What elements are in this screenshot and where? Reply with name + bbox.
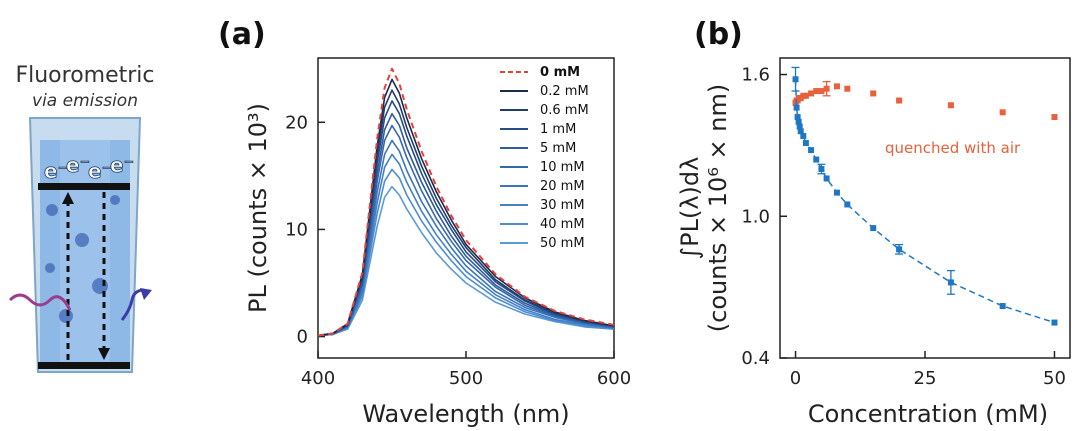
panel-b-series [791,66,1058,326]
panel-a: (a) 400 500 600 0 10 20 0 mM 0.2 mM 0.6 mM 1 mM 5… [218,17,631,428]
legend-label: 1 mM [540,122,576,137]
legend-label: 40 mM [540,217,585,232]
air-data-point [833,83,840,90]
data-point [833,189,840,196]
electron-label: e⁻ [44,159,68,183]
panel-b-ticks: 0 25 50 1.6 1.0 0.4 [741,65,1066,389]
x-tick-label: 500 [449,368,483,389]
panel-b-ylabel-bottom: (counts × 10⁶ × nm) [704,84,732,332]
panel-b: (b) 0 25 50 1.6 1.0 0.4 quenched with air Con… [676,17,1071,428]
panel-b-annotation: quenched with air [885,139,1021,157]
legend-label: 0.2 mM [540,84,589,99]
data-point [947,279,954,286]
legend-label: 50 mM [540,236,585,251]
illustration-title: Fluorometric [15,63,154,88]
electron-label: e⁻ [110,153,134,177]
legend-label: 0.6 mM [540,103,589,118]
series-line-20-mM [317,139,615,337]
data-point [818,166,825,173]
air-data-point [808,90,815,97]
wavy-arrow-blue [120,288,145,321]
y-tick-label: 0 [297,327,308,348]
data-point [870,225,877,232]
data-point [808,147,815,154]
panel-a-ticks: 400 500 600 0 10 20 [285,112,631,389]
panel-a-legend: 0 mM 0.2 mM 0.6 mM 1 mM 5 mM 10 mM 20 mM 30 mM 4… [500,65,589,251]
series-line-40-mM [317,168,615,337]
data-point [797,128,804,135]
cuvette-illustration: Fluorometric via emission e⁻ e⁻ e⁻ [8,63,155,373]
legend-label: 30 mM [540,198,585,213]
cuvette-icon [8,117,152,373]
panel-b-label: (b) [694,17,743,52]
wavy-arrow-purple [8,293,72,311]
x-tick-label: 0 [790,368,801,389]
data-point [796,123,803,130]
y-tick-label: 1.0 [741,206,770,227]
data-point [802,140,809,147]
y-tick-label: 20 [285,112,308,133]
legend-label: 5 mM [540,141,576,156]
air-data-point [844,85,851,92]
lower-bar [38,362,130,369]
data-point [999,303,1006,310]
panel-a-label: (a) [218,17,266,52]
y-tick-label: 0.4 [741,348,770,369]
air-data-point [999,109,1006,116]
panel-b-ylabel-top: ∫PL(λ)dλ [676,157,704,260]
upper-bar [38,183,130,190]
panel-a-ylabel: PL (counts × 10³) [244,103,272,313]
x-tick-label: 25 [914,368,937,389]
data-point [1051,319,1058,326]
panel-a-xlabel: Wavelength (nm) [362,400,569,428]
air-data-point [823,85,830,92]
data-point [794,114,801,121]
electron-labels: e⁻ e⁻ e⁻ e⁻ [44,153,135,184]
x-tick-label: 600 [597,368,631,389]
y-tick-label: 10 [285,219,308,240]
air-data-point [1051,114,1058,121]
data-point [823,175,830,182]
legend-label: 10 mM [540,160,585,175]
y-tick-label: 1.6 [741,65,770,86]
series-line-5-mM [317,112,615,337]
air-data-point [896,97,903,104]
data-point [793,104,800,111]
x-tick-label: 50 [1043,368,1066,389]
data-point [800,132,807,139]
electron-label: e⁻ [66,153,90,177]
air-data-point [818,88,825,95]
series-line-50-mM [317,185,615,337]
air-data-point [802,92,809,99]
data-point [792,76,799,83]
air-data-point [870,90,877,97]
electron-label: e⁻ [88,159,112,183]
air-data-point [813,88,820,95]
data-point [844,201,851,208]
panel-b-xlabel: Concentration (mM) [808,400,1048,428]
legend-label: 20 mM [540,179,585,194]
illustration-subtitle: via emission [32,91,138,111]
data-point [896,246,903,253]
air-data-point [947,102,954,109]
legend-label: 0 mM [540,65,580,80]
x-tick-label: 400 [301,368,335,389]
data-point [813,156,820,163]
panel-a-series [317,67,615,337]
series-line-30-mM [317,153,615,337]
data-point [795,118,802,125]
fit-line [794,79,1055,324]
